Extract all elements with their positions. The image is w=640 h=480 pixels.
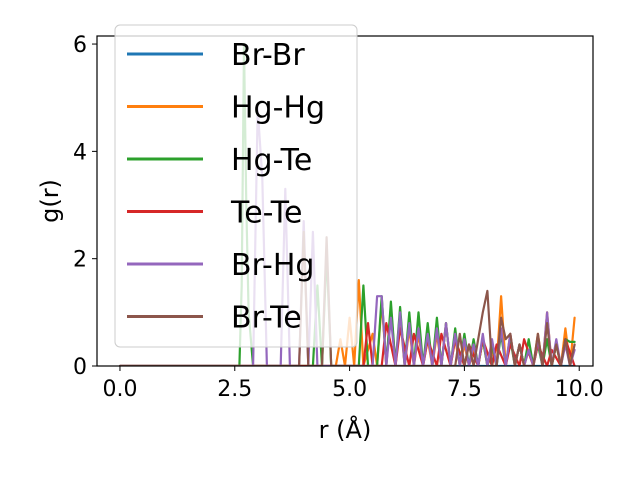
- legend-label-0: Br-Br: [231, 38, 305, 73]
- y-tick-label: 2: [73, 248, 87, 273]
- x-tick-label: 5.0: [332, 377, 367, 402]
- ticks-layer: 0.0 2.5 5.0 7.5 10.0 0 2 4 6: [73, 33, 604, 402]
- y-tick-label: 6: [73, 33, 87, 58]
- legend-frame: [114, 24, 358, 348]
- legend: Br-Br Hg-Hg Hg-Te Te-Te Br-Hg Br-Te: [114, 24, 358, 348]
- x-axis-label: r (Å): [319, 415, 372, 444]
- legend-label-1: Hg-Hg: [231, 91, 325, 126]
- legend-label-4: Br-Hg: [231, 248, 314, 283]
- y-tick-label: 0: [73, 355, 87, 380]
- x-tick-label: 7.5: [447, 377, 482, 402]
- x-tick-label: 2.5: [217, 377, 252, 402]
- y-tick-label: 4: [73, 140, 87, 165]
- x-tick-label: 0.0: [102, 377, 137, 402]
- x-tick-label: 10.0: [555, 377, 604, 402]
- legend-label-3: Te-Te: [230, 196, 302, 231]
- y-axis-label: g(r): [36, 179, 64, 223]
- legend-label-2: Hg-Te: [231, 143, 312, 178]
- legend-label-5: Br-Te: [231, 301, 302, 336]
